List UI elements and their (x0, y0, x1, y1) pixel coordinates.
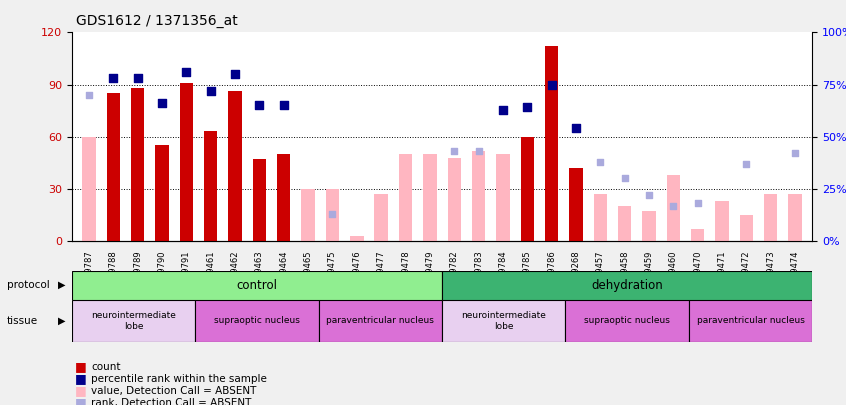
Text: control: control (237, 279, 277, 292)
Point (545, 81, 558, 88)
Point (594, 158, 607, 165)
Bar (195, 300, 319, 342)
Point (179, 69, 193, 75)
Point (642, 192, 656, 198)
Bar (642, 211, 656, 241)
Text: paraventricular nucleus: paraventricular nucleus (327, 316, 434, 326)
Point (496, 107, 509, 113)
Text: ■: ■ (74, 396, 86, 405)
Point (228, 71, 242, 77)
Point (448, 148, 461, 155)
Text: neurointermediate
lobe: neurointermediate lobe (461, 311, 547, 330)
Text: ▶: ▶ (58, 316, 65, 326)
Point (131, 75, 145, 81)
Text: neurointermediate
lobe: neurointermediate lobe (91, 311, 176, 330)
Point (739, 160, 753, 167)
Point (691, 200, 705, 207)
Text: count: count (91, 362, 121, 371)
Bar (442, 300, 565, 342)
Text: ■: ■ (74, 372, 86, 385)
Bar (497, 154, 509, 241)
Bar (156, 145, 168, 241)
Bar (82, 137, 96, 241)
Text: ■: ■ (74, 360, 86, 373)
Point (667, 202, 680, 209)
Bar (788, 194, 802, 241)
Point (155, 100, 168, 107)
Bar (301, 189, 315, 241)
Bar (253, 159, 266, 241)
Bar (667, 175, 680, 241)
Point (107, 75, 120, 81)
Point (569, 125, 583, 132)
Bar (594, 194, 607, 241)
Bar (565, 300, 689, 342)
Bar (350, 236, 364, 241)
Bar (72, 300, 195, 342)
Point (82, 92, 96, 98)
Text: ■: ■ (74, 384, 86, 397)
Bar (319, 300, 442, 342)
Point (253, 102, 266, 109)
Bar (764, 194, 777, 241)
Bar (739, 215, 753, 241)
Bar (442, 271, 812, 300)
Bar (131, 88, 145, 241)
Text: paraventricular nucleus: paraventricular nucleus (696, 316, 805, 326)
Text: rank, Detection Call = ABSENT: rank, Detection Call = ABSENT (91, 398, 252, 405)
Text: supraoptic nucleus: supraoptic nucleus (584, 316, 670, 326)
Bar (520, 137, 534, 241)
Bar (72, 271, 442, 300)
Bar (569, 168, 583, 241)
Bar (545, 46, 558, 241)
Bar (179, 83, 193, 241)
Text: dehydration: dehydration (591, 279, 663, 292)
Bar (689, 300, 812, 342)
Bar (472, 151, 486, 241)
Text: tissue: tissue (7, 316, 38, 326)
Bar (204, 132, 217, 241)
Text: supraoptic nucleus: supraoptic nucleus (214, 316, 300, 326)
Point (472, 148, 486, 155)
Text: GDS1612 / 1371356_at: GDS1612 / 1371356_at (76, 14, 238, 28)
Point (277, 102, 290, 109)
Text: ▶: ▶ (58, 280, 65, 290)
Bar (398, 154, 412, 241)
Bar (618, 206, 631, 241)
Point (520, 104, 534, 111)
Bar (716, 201, 728, 241)
Bar (277, 154, 290, 241)
Bar (448, 158, 461, 241)
Bar (228, 92, 242, 241)
Text: value, Detection Call = ABSENT: value, Detection Call = ABSENT (91, 386, 256, 396)
Bar (423, 154, 437, 241)
Point (204, 87, 217, 94)
Point (618, 175, 631, 181)
Bar (691, 229, 705, 241)
Bar (326, 189, 339, 241)
Bar (375, 194, 387, 241)
Bar (107, 93, 120, 241)
Text: protocol: protocol (7, 280, 50, 290)
Text: percentile rank within the sample: percentile rank within the sample (91, 374, 267, 384)
Point (326, 211, 339, 217)
Point (788, 150, 802, 157)
